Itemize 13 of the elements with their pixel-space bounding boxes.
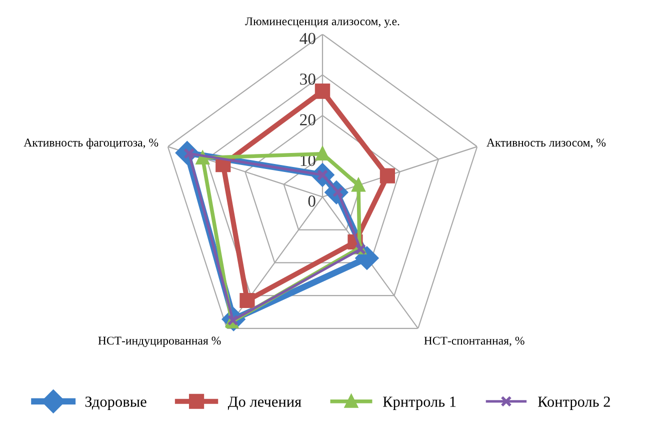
y-tick-label: 20: [300, 114, 316, 126]
y-tick-label: 40: [300, 32, 316, 44]
spoke-label: Люминесценция ализосом, у.е.: [245, 17, 400, 28]
y-tick-label: 0: [308, 195, 316, 207]
legend-label: До лечения: [228, 396, 302, 410]
spoke-label: НСТ-индуцированная %: [98, 336, 221, 348]
legend-label: Контроль 2: [538, 396, 610, 410]
legend-label: Крнтроль 1: [383, 396, 456, 410]
legend-label: Здоровые: [85, 396, 146, 410]
spoke-label: Активность лизосом, %: [486, 138, 606, 148]
spoke-label: НСТ-спонтанная, %: [424, 336, 524, 346]
y-tick-label: 30: [300, 74, 316, 85]
spoke-label: Активность фагоцитоза, %: [24, 138, 158, 149]
